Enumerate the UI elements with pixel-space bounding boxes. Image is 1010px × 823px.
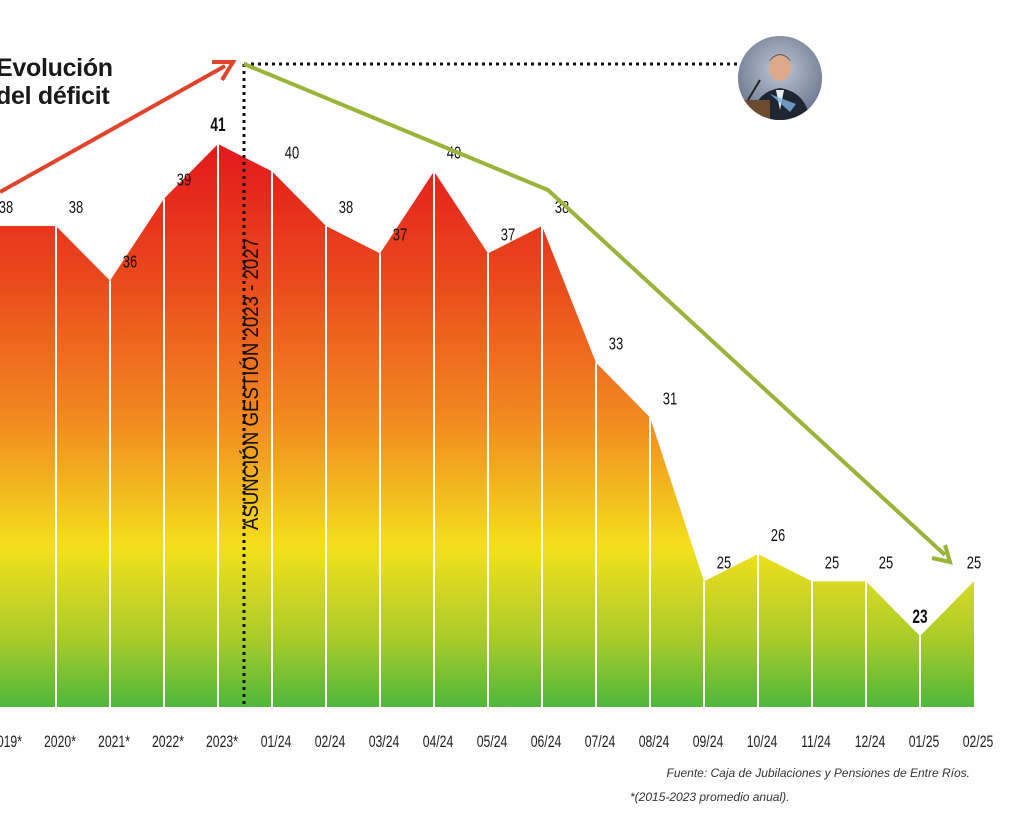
speaker-portrait-icon [738, 36, 822, 120]
value-label-0624: 38 [555, 198, 570, 218]
value-label-1124: 25 [825, 553, 840, 573]
value-label-1024: 26 [771, 526, 786, 546]
x-tick-label: 06/24 [531, 733, 562, 751]
x-tick-label: 10/24 [747, 733, 778, 751]
value-label-2019: 38 [0, 198, 13, 218]
x-tick-label: 02/25 [963, 733, 994, 751]
value-label-0924: 25 [717, 553, 732, 573]
rising-trend-arrow [0, 60, 237, 194]
x-tick-label: 01/24 [261, 733, 292, 751]
x-tick-label: 04/24 [423, 733, 454, 751]
title-line-1: Evolución [0, 54, 113, 82]
value-label-2021: 36 [123, 253, 138, 273]
source-note: Fuente: Caja de Jubilaciones y Pensiones… [666, 766, 970, 780]
value-label-0124: 40 [285, 143, 300, 163]
value-label-0125: 23 [912, 606, 927, 628]
x-tick-label: 01/25 [909, 733, 940, 751]
average-note: *(2015-2023 promedio anual). [630, 790, 790, 804]
x-tick-label: 09/24 [693, 733, 724, 751]
value-label-0524: 37 [501, 225, 515, 245]
falling-trend-arrow [243, 62, 953, 565]
x-tick-label: 12/24 [855, 733, 886, 751]
value-label-1224: 25 [879, 553, 894, 573]
x-tick-label: 03/24 [369, 733, 400, 751]
value-label-0324: 37 [393, 225, 407, 245]
chart-title: Evolución del déficit [0, 54, 113, 110]
value-label-2020: 38 [69, 198, 84, 218]
x-tick-label: 2023* [206, 733, 238, 751]
title-line-2: del déficit [0, 82, 110, 110]
x-tick-label: 02/24 [315, 733, 346, 751]
value-label-0224: 38 [339, 198, 354, 218]
x-tick-label: 2020* [44, 733, 76, 751]
x-tick-label: 2019* [0, 733, 22, 751]
x-tick-label: 08/24 [639, 733, 670, 751]
value-label-2022: 39 [177, 171, 191, 191]
x-tick-label: 07/24 [585, 733, 616, 751]
x-tick-label: 2021* [98, 733, 130, 751]
value-label-0225: 25 [967, 553, 982, 573]
x-tick-label: 2022* [152, 733, 184, 751]
value-label-0824: 31 [663, 389, 677, 409]
value-label-2023: 41 [210, 114, 225, 136]
value-label-0724: 33 [609, 335, 624, 355]
term-start-annotation: ASUNCIÓN GESTIÓN 2023 - 2027 [240, 238, 263, 530]
x-tick-label: 05/24 [477, 733, 508, 751]
x-tick-label: 11/24 [801, 733, 831, 751]
